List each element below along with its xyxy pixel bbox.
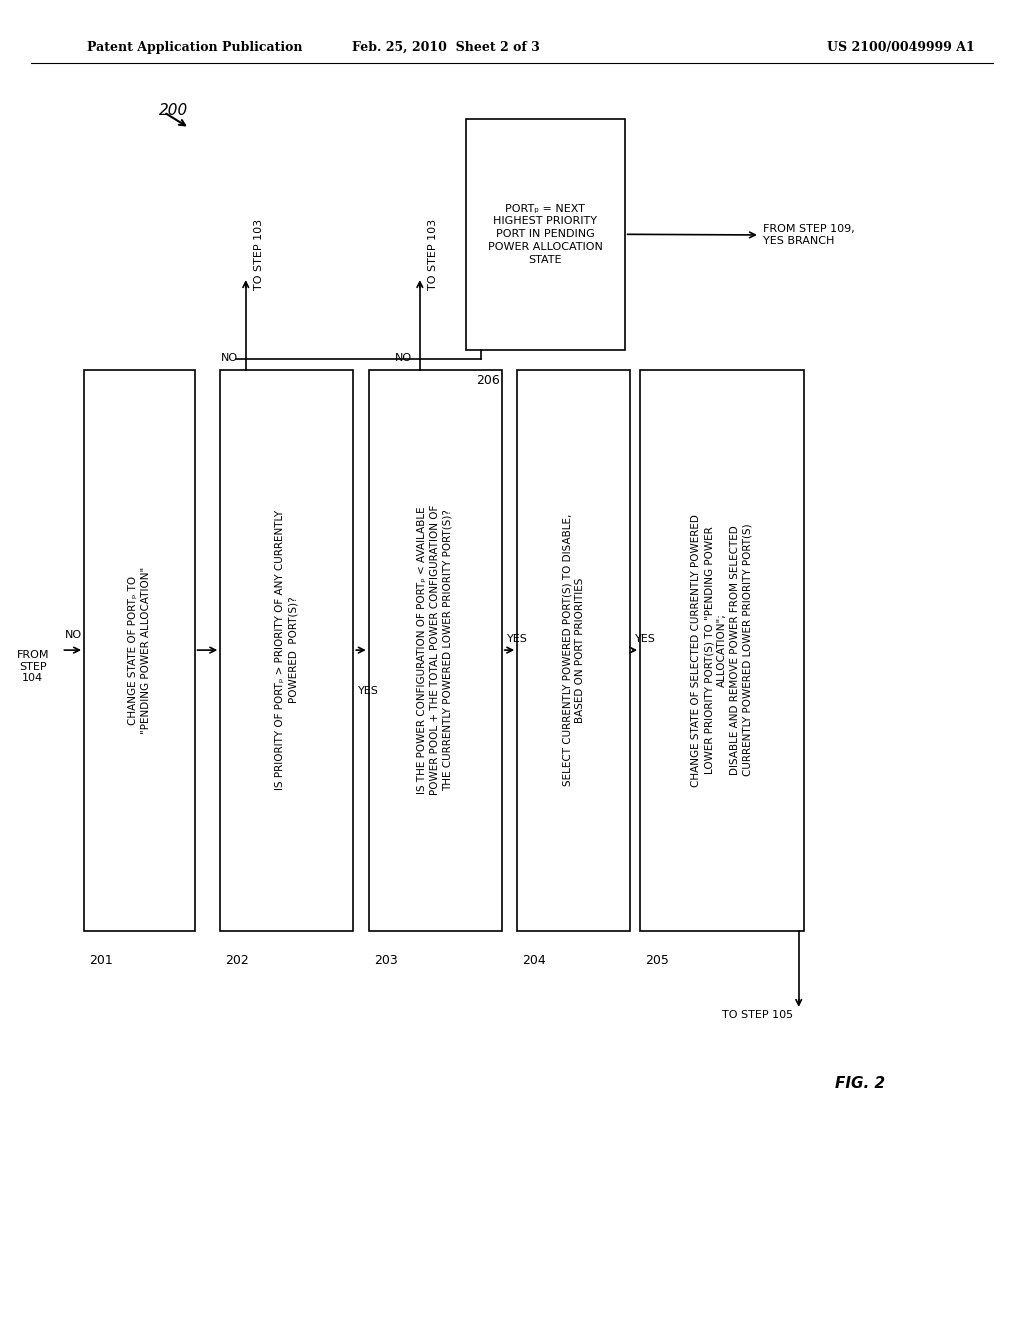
Text: SELECT CURRENTLY POWERED PORT(S) TO DISABLE,
BASED ON PORT PRIORITIES: SELECT CURRENTLY POWERED PORT(S) TO DISA… bbox=[562, 513, 585, 787]
Bar bbox=[84, 370, 195, 931]
Text: 204: 204 bbox=[522, 954, 546, 968]
Text: CHANGE STATE OF SELECTED CURRENTLY POWERED
LOWER PRIORITY PORT(S) TO "PENDING PO: CHANGE STATE OF SELECTED CURRENTLY POWER… bbox=[691, 513, 753, 787]
Text: NO: NO bbox=[394, 352, 412, 363]
Bar bbox=[466, 119, 625, 350]
Bar bbox=[640, 370, 804, 931]
Text: FIG. 2: FIG. 2 bbox=[836, 1076, 885, 1090]
Text: NO: NO bbox=[65, 630, 82, 640]
Text: YES: YES bbox=[635, 634, 655, 644]
Text: TO STEP 103: TO STEP 103 bbox=[428, 219, 438, 290]
Text: FROM STEP 109,
YES BRANCH: FROM STEP 109, YES BRANCH bbox=[763, 224, 855, 246]
Text: IS PRIORITY OF PORTₚ > PRIORITY OF ANY CURRENTLY
POWERED  PORT(S)?: IS PRIORITY OF PORTₚ > PRIORITY OF ANY C… bbox=[275, 510, 298, 791]
Text: PORTₚ = NEXT
HIGHEST PRIORITY
PORT IN PENDING
POWER ALLOCATION
STATE: PORTₚ = NEXT HIGHEST PRIORITY PORT IN PE… bbox=[487, 203, 603, 265]
Text: 205: 205 bbox=[645, 954, 669, 968]
Text: TO STEP 105: TO STEP 105 bbox=[723, 1010, 794, 1020]
Text: Feb. 25, 2010  Sheet 2 of 3: Feb. 25, 2010 Sheet 2 of 3 bbox=[351, 41, 540, 54]
Text: 202: 202 bbox=[225, 954, 249, 968]
Text: NO: NO bbox=[220, 352, 238, 363]
Bar bbox=[517, 370, 630, 931]
Text: 201: 201 bbox=[89, 954, 113, 968]
Text: FROM
STEP
104: FROM STEP 104 bbox=[16, 649, 49, 684]
Bar bbox=[369, 370, 502, 931]
Text: 203: 203 bbox=[374, 954, 397, 968]
Text: 200: 200 bbox=[159, 103, 188, 119]
Text: Patent Application Publication: Patent Application Publication bbox=[87, 41, 302, 54]
Text: 206: 206 bbox=[476, 374, 500, 387]
Text: YES: YES bbox=[507, 634, 527, 644]
Text: TO STEP 103: TO STEP 103 bbox=[254, 219, 264, 290]
Text: US 2100/0049999 A1: US 2100/0049999 A1 bbox=[827, 41, 975, 54]
Text: YES: YES bbox=[358, 686, 379, 697]
Text: CHANGE STATE OF PORTₚ TO
"PENDING POWER ALLOCATION": CHANGE STATE OF PORTₚ TO "PENDING POWER … bbox=[128, 566, 151, 734]
Bar bbox=[220, 370, 353, 931]
Text: IS THE POWER CONFIGURATION OF PORTₚ < AVAILABLE
POWER POOL + THE TOTAL POWER CON: IS THE POWER CONFIGURATION OF PORTₚ < AV… bbox=[418, 506, 453, 795]
